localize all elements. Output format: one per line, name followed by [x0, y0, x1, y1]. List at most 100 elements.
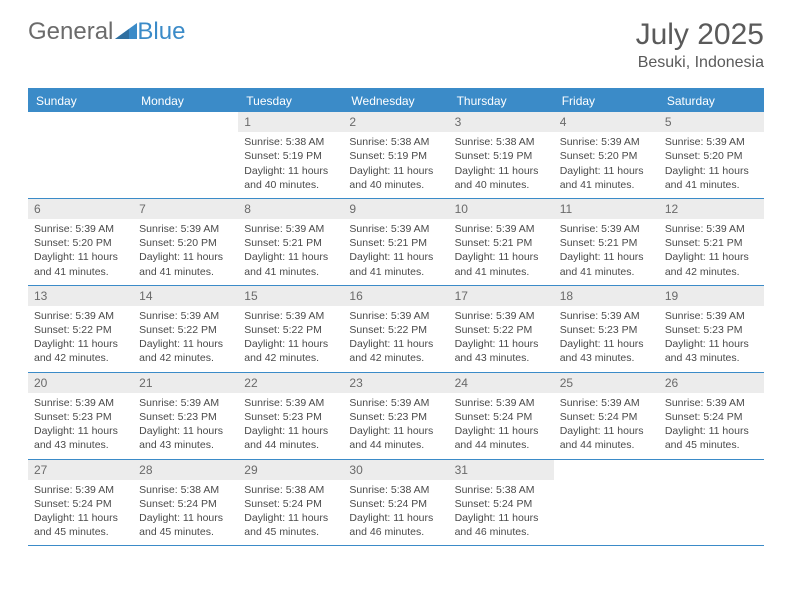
daylight-text: Daylight: 11 hours and 41 minutes.	[349, 250, 442, 278]
sunset-text: Sunset: 5:22 PM	[349, 323, 442, 337]
daylight-text: Daylight: 11 hours and 44 minutes.	[455, 424, 548, 452]
sunrise-text: Sunrise: 5:39 AM	[34, 396, 127, 410]
dow-sunday: Sunday	[28, 90, 133, 112]
day-number: 12	[659, 199, 764, 219]
week-row: 20Sunrise: 5:39 AMSunset: 5:23 PMDayligh…	[28, 373, 764, 460]
day-body: Sunrise: 5:39 AMSunset: 5:23 PMDaylight:…	[133, 393, 238, 459]
day-cell: 28Sunrise: 5:38 AMSunset: 5:24 PMDayligh…	[133, 460, 238, 546]
sunset-text: Sunset: 5:19 PM	[349, 149, 442, 163]
sunset-text: Sunset: 5:23 PM	[34, 410, 127, 424]
dow-saturday: Saturday	[659, 90, 764, 112]
sunset-text: Sunset: 5:22 PM	[139, 323, 232, 337]
day-body: Sunrise: 5:39 AMSunset: 5:23 PMDaylight:…	[554, 306, 659, 372]
day-number: 19	[659, 286, 764, 306]
day-number: 31	[449, 460, 554, 480]
day-cell	[554, 460, 659, 546]
day-cell: 18Sunrise: 5:39 AMSunset: 5:23 PMDayligh…	[554, 286, 659, 372]
day-body: Sunrise: 5:39 AMSunset: 5:24 PMDaylight:…	[28, 480, 133, 546]
daylight-text: Daylight: 11 hours and 43 minutes.	[34, 424, 127, 452]
day-cell	[659, 460, 764, 546]
sunrise-text: Sunrise: 5:39 AM	[139, 309, 232, 323]
day-number: 25	[554, 373, 659, 393]
sunset-text: Sunset: 5:24 PM	[560, 410, 653, 424]
daylight-text: Daylight: 11 hours and 43 minutes.	[139, 424, 232, 452]
sunset-text: Sunset: 5:24 PM	[455, 410, 548, 424]
day-body: Sunrise: 5:39 AMSunset: 5:20 PMDaylight:…	[554, 132, 659, 198]
day-body: Sunrise: 5:39 AMSunset: 5:20 PMDaylight:…	[659, 132, 764, 198]
sunset-text: Sunset: 5:24 PM	[34, 497, 127, 511]
day-number: 10	[449, 199, 554, 219]
daylight-text: Daylight: 11 hours and 41 minutes.	[244, 250, 337, 278]
sunrise-text: Sunrise: 5:38 AM	[139, 483, 232, 497]
week-row: 1Sunrise: 5:38 AMSunset: 5:19 PMDaylight…	[28, 112, 764, 199]
daylight-text: Daylight: 11 hours and 40 minutes.	[349, 164, 442, 192]
day-body: Sunrise: 5:39 AMSunset: 5:23 PMDaylight:…	[238, 393, 343, 459]
sunset-text: Sunset: 5:19 PM	[244, 149, 337, 163]
day-body: Sunrise: 5:39 AMSunset: 5:20 PMDaylight:…	[133, 219, 238, 285]
dow-monday: Monday	[133, 90, 238, 112]
daylight-text: Daylight: 11 hours and 42 minutes.	[665, 250, 758, 278]
daylight-text: Daylight: 11 hours and 42 minutes.	[349, 337, 442, 365]
day-body: Sunrise: 5:38 AMSunset: 5:19 PMDaylight:…	[449, 132, 554, 198]
daylight-text: Daylight: 11 hours and 44 minutes.	[244, 424, 337, 452]
day-body: Sunrise: 5:38 AMSunset: 5:19 PMDaylight:…	[343, 132, 448, 198]
day-number: 30	[343, 460, 448, 480]
daylight-text: Daylight: 11 hours and 44 minutes.	[560, 424, 653, 452]
sunset-text: Sunset: 5:22 PM	[34, 323, 127, 337]
location-label: Besuki, Indonesia	[636, 54, 764, 72]
sunset-text: Sunset: 5:21 PM	[560, 236, 653, 250]
day-number: 20	[28, 373, 133, 393]
sunset-text: Sunset: 5:19 PM	[455, 149, 548, 163]
daylight-text: Daylight: 11 hours and 41 minutes.	[665, 164, 758, 192]
day-body: Sunrise: 5:39 AMSunset: 5:22 PMDaylight:…	[449, 306, 554, 372]
sunrise-text: Sunrise: 5:39 AM	[560, 222, 653, 236]
sunset-text: Sunset: 5:20 PM	[139, 236, 232, 250]
sunset-text: Sunset: 5:21 PM	[455, 236, 548, 250]
month-title: July 2025	[636, 18, 764, 52]
sunrise-text: Sunrise: 5:39 AM	[455, 222, 548, 236]
day-number: 1	[238, 112, 343, 132]
day-number: 22	[238, 373, 343, 393]
sunrise-text: Sunrise: 5:39 AM	[455, 309, 548, 323]
day-cell: 9Sunrise: 5:39 AMSunset: 5:21 PMDaylight…	[343, 199, 448, 285]
day-cell: 13Sunrise: 5:39 AMSunset: 5:22 PMDayligh…	[28, 286, 133, 372]
sunrise-text: Sunrise: 5:39 AM	[560, 396, 653, 410]
day-cell: 17Sunrise: 5:39 AMSunset: 5:22 PMDayligh…	[449, 286, 554, 372]
daylight-text: Daylight: 11 hours and 41 minutes.	[34, 250, 127, 278]
daylight-text: Daylight: 11 hours and 41 minutes.	[560, 164, 653, 192]
day-body: Sunrise: 5:39 AMSunset: 5:23 PMDaylight:…	[659, 306, 764, 372]
day-cell: 11Sunrise: 5:39 AMSunset: 5:21 PMDayligh…	[554, 199, 659, 285]
sunset-text: Sunset: 5:22 PM	[244, 323, 337, 337]
day-number: 4	[554, 112, 659, 132]
dow-friday: Friday	[554, 90, 659, 112]
day-cell: 12Sunrise: 5:39 AMSunset: 5:21 PMDayligh…	[659, 199, 764, 285]
daylight-text: Daylight: 11 hours and 46 minutes.	[455, 511, 548, 539]
day-cell: 8Sunrise: 5:39 AMSunset: 5:21 PMDaylight…	[238, 199, 343, 285]
day-cell: 15Sunrise: 5:39 AMSunset: 5:22 PMDayligh…	[238, 286, 343, 372]
daylight-text: Daylight: 11 hours and 42 minutes.	[34, 337, 127, 365]
sunrise-text: Sunrise: 5:38 AM	[244, 135, 337, 149]
calendar: Sunday Monday Tuesday Wednesday Thursday…	[28, 88, 764, 546]
sunset-text: Sunset: 5:21 PM	[244, 236, 337, 250]
day-cell: 23Sunrise: 5:39 AMSunset: 5:23 PMDayligh…	[343, 373, 448, 459]
day-number: 14	[133, 286, 238, 306]
day-cell: 6Sunrise: 5:39 AMSunset: 5:20 PMDaylight…	[28, 199, 133, 285]
day-body: Sunrise: 5:39 AMSunset: 5:24 PMDaylight:…	[659, 393, 764, 459]
day-cell: 31Sunrise: 5:38 AMSunset: 5:24 PMDayligh…	[449, 460, 554, 546]
sunset-text: Sunset: 5:23 PM	[139, 410, 232, 424]
sunrise-text: Sunrise: 5:39 AM	[139, 396, 232, 410]
sunrise-text: Sunrise: 5:39 AM	[34, 309, 127, 323]
sunrise-text: Sunrise: 5:39 AM	[560, 135, 653, 149]
day-number: 2	[343, 112, 448, 132]
sunset-text: Sunset: 5:22 PM	[455, 323, 548, 337]
week-row: 13Sunrise: 5:39 AMSunset: 5:22 PMDayligh…	[28, 286, 764, 373]
day-cell: 29Sunrise: 5:38 AMSunset: 5:24 PMDayligh…	[238, 460, 343, 546]
dow-wednesday: Wednesday	[343, 90, 448, 112]
day-body: Sunrise: 5:38 AMSunset: 5:24 PMDaylight:…	[343, 480, 448, 546]
daylight-text: Daylight: 11 hours and 43 minutes.	[455, 337, 548, 365]
day-cell	[133, 112, 238, 198]
day-body: Sunrise: 5:39 AMSunset: 5:23 PMDaylight:…	[28, 393, 133, 459]
dow-thursday: Thursday	[449, 90, 554, 112]
day-number: 5	[659, 112, 764, 132]
day-cell: 20Sunrise: 5:39 AMSunset: 5:23 PMDayligh…	[28, 373, 133, 459]
